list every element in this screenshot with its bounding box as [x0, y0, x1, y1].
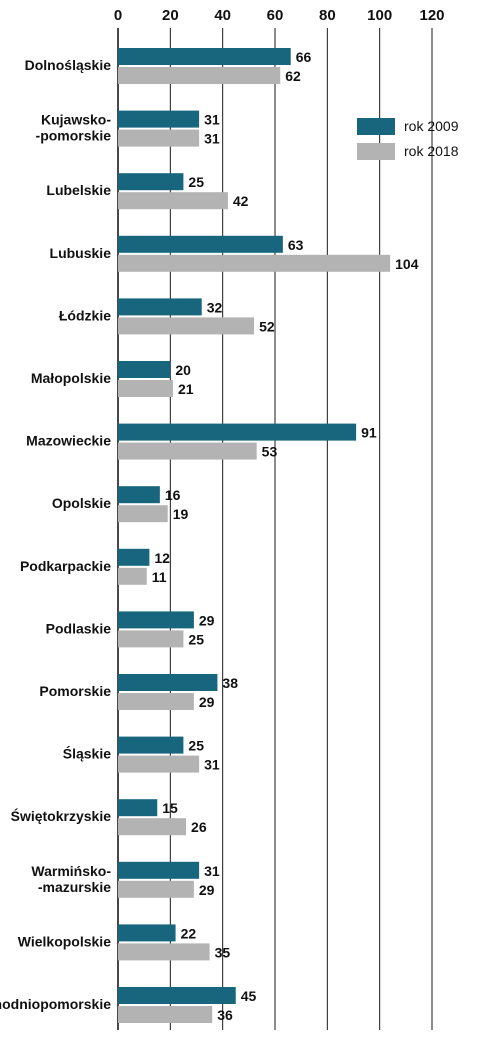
- tick-label-20: 20: [162, 7, 179, 24]
- bar-2009-10: [118, 674, 218, 691]
- category-label-7: Opolskie: [52, 495, 111, 511]
- bar-2009-8: [118, 548, 150, 566]
- bar-2018-11: [118, 755, 200, 773]
- tick-label-120: 120: [419, 7, 444, 24]
- bar-2009-2: [118, 173, 184, 191]
- legend-swatch-2009: [357, 118, 395, 135]
- category-label-6: Mazowieckie: [26, 433, 111, 449]
- value-label-2009-15: 45: [241, 988, 257, 1004]
- bar-2018-13: [118, 880, 194, 898]
- value-label-2009-12: 15: [162, 800, 178, 816]
- value-label-2009-7: 16: [165, 487, 181, 503]
- value-label-2009-6: 91: [361, 425, 377, 441]
- tick-label-60: 60: [267, 7, 284, 24]
- value-label-2009-4: 32: [207, 299, 223, 315]
- value-label-2018-4: 52: [259, 318, 275, 334]
- bar-2018-14: [118, 943, 210, 961]
- category-label-2: Lubelskie: [46, 182, 111, 198]
- value-label-2009-9: 29: [199, 612, 215, 628]
- category-label-14: Wielkopolskie: [18, 933, 111, 949]
- value-label-2009-8: 12: [154, 550, 170, 566]
- category-label-12: Świętokrzyskie: [11, 807, 112, 824]
- value-label-2018-8: 11: [152, 569, 167, 585]
- bar-2018-9: [118, 630, 184, 648]
- bar-2009-13: [118, 861, 200, 879]
- legend-label-2018: rok 2018: [404, 143, 459, 159]
- value-label-2018-1: 31: [204, 131, 220, 147]
- value-label-2009-5: 20: [175, 362, 191, 378]
- value-label-2018-13: 29: [199, 882, 215, 898]
- bar-2018-4: [118, 317, 255, 335]
- category-label-13-line-0: Warmińsko-: [31, 863, 111, 879]
- bar-2018-10: [118, 693, 194, 710]
- bar-2018-7: [118, 505, 168, 523]
- value-label-2018-14: 35: [215, 944, 231, 960]
- bar-2018-1: [118, 129, 200, 147]
- bar-2009-6: [118, 423, 357, 441]
- value-label-2009-14: 22: [181, 925, 197, 941]
- category-label-1-line-1: -pomorskie: [36, 128, 112, 144]
- category-label-13-line-1: -mazurskie: [38, 879, 111, 895]
- category-label-11: Śląskie: [63, 745, 111, 762]
- bar-2018-0: [118, 67, 281, 84]
- tick-label-0: 0: [114, 7, 122, 24]
- value-label-2018-3: 104: [395, 256, 419, 272]
- value-label-2018-9: 25: [188, 631, 204, 647]
- bar-2018-5: [118, 380, 173, 397]
- value-label-2009-2: 25: [188, 174, 204, 190]
- category-label-4: Łódzkie: [59, 307, 111, 323]
- bar-2018-2: [118, 192, 228, 210]
- bar-2009-11: [118, 736, 184, 754]
- tick-label-80: 80: [319, 7, 336, 24]
- bar-2009-4: [118, 298, 202, 316]
- category-label-1-line-0: Kujawsko-: [41, 112, 111, 128]
- category-label-8: Podkarpackie: [20, 558, 111, 574]
- value-label-2018-15: 36: [217, 1007, 233, 1023]
- bar-2009-7: [118, 486, 160, 504]
- bar-2018-3: [118, 254, 391, 272]
- value-label-2018-7: 19: [173, 506, 189, 522]
- value-label-2009-1: 31: [204, 112, 220, 128]
- bar-2009-1: [118, 110, 200, 128]
- bar-2018-8: [118, 567, 147, 585]
- labels-layer: 0 20 40 60 80 100 120 66 62 Dolnośląskie 31 31 Kujaw…: [0, 7, 445, 1023]
- value-label-2018-0: 62: [285, 68, 301, 84]
- bars-layer: [118, 48, 391, 1023]
- bar-2009-9: [118, 611, 194, 629]
- value-label-2009-3: 63: [288, 237, 304, 253]
- value-label-2009-11: 25: [188, 738, 204, 754]
- value-label-2009-10: 38: [222, 675, 238, 691]
- value-label-2018-5: 21: [178, 381, 194, 397]
- category-label-10: Pomorskie: [39, 683, 111, 699]
- category-label-5: Małopolskie: [31, 370, 111, 386]
- bar-2009-3: [118, 235, 283, 253]
- bar-2018-6: [118, 442, 257, 460]
- tick-label-100: 100: [367, 7, 392, 24]
- bar-2009-12: [118, 799, 158, 817]
- legend-label-2009: rok 2009: [404, 118, 459, 134]
- category-label-3: Lubuskie: [50, 245, 112, 261]
- value-label-2018-6: 53: [262, 444, 278, 460]
- value-label-2018-2: 42: [233, 193, 249, 209]
- value-label-2009-13: 31: [204, 863, 220, 879]
- value-label-2018-12: 26: [191, 819, 207, 835]
- tick-label-40: 40: [214, 7, 231, 24]
- legend-swatch-2018: [357, 143, 395, 160]
- category-label-9: Podlaskie: [46, 620, 112, 636]
- bar-2009-5: [118, 361, 171, 378]
- legend: rok 2009 rok 2018: [357, 118, 459, 160]
- bar-2018-15: [118, 1006, 213, 1023]
- category-label-15: Zachodniopomorskie: [0, 996, 111, 1012]
- value-label-2009-0: 66: [296, 49, 312, 65]
- bar-2009-14: [118, 924, 176, 942]
- category-label-0: Dolnośląskie: [25, 57, 112, 73]
- value-label-2018-10: 29: [199, 694, 215, 710]
- bar-2009-0: [118, 48, 291, 65]
- bar-2009-15: [118, 987, 236, 1004]
- bar-2018-12: [118, 818, 187, 836]
- value-label-2018-11: 31: [204, 757, 220, 773]
